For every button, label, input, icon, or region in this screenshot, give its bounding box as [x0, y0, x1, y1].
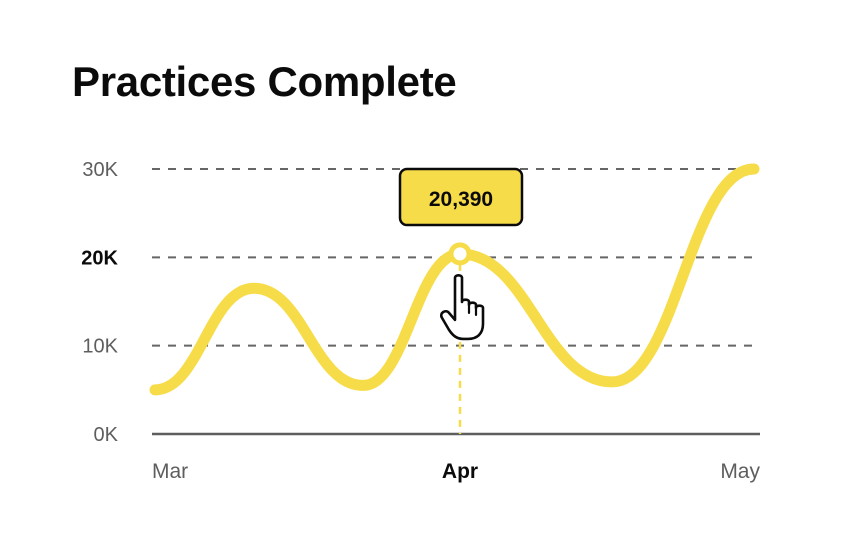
- hand-pointer-icon: [440, 273, 485, 341]
- y-tick-label: 0K: [94, 424, 119, 446]
- x-tick-label: Apr: [442, 460, 478, 483]
- x-tick-label: Mar: [152, 460, 188, 483]
- value-tooltip: 20,390: [398, 167, 524, 227]
- chart-title: Practices Complete: [72, 58, 457, 105]
- x-tick-label: May: [720, 460, 760, 483]
- y-axis-ticks: 0K 10K 20K 30K: [81, 159, 118, 446]
- tooltip-value: 20,390: [429, 188, 493, 211]
- series-line-practices: [149, 163, 760, 396]
- y-tick-label: 20K: [81, 247, 118, 269]
- hover-point-marker[interactable]: [448, 242, 472, 266]
- y-tick-label: 30K: [82, 159, 118, 181]
- x-axis-ticks: Mar Apr May: [152, 460, 760, 483]
- tooltip-box: [398, 167, 524, 227]
- y-tick-label: 10K: [82, 336, 118, 358]
